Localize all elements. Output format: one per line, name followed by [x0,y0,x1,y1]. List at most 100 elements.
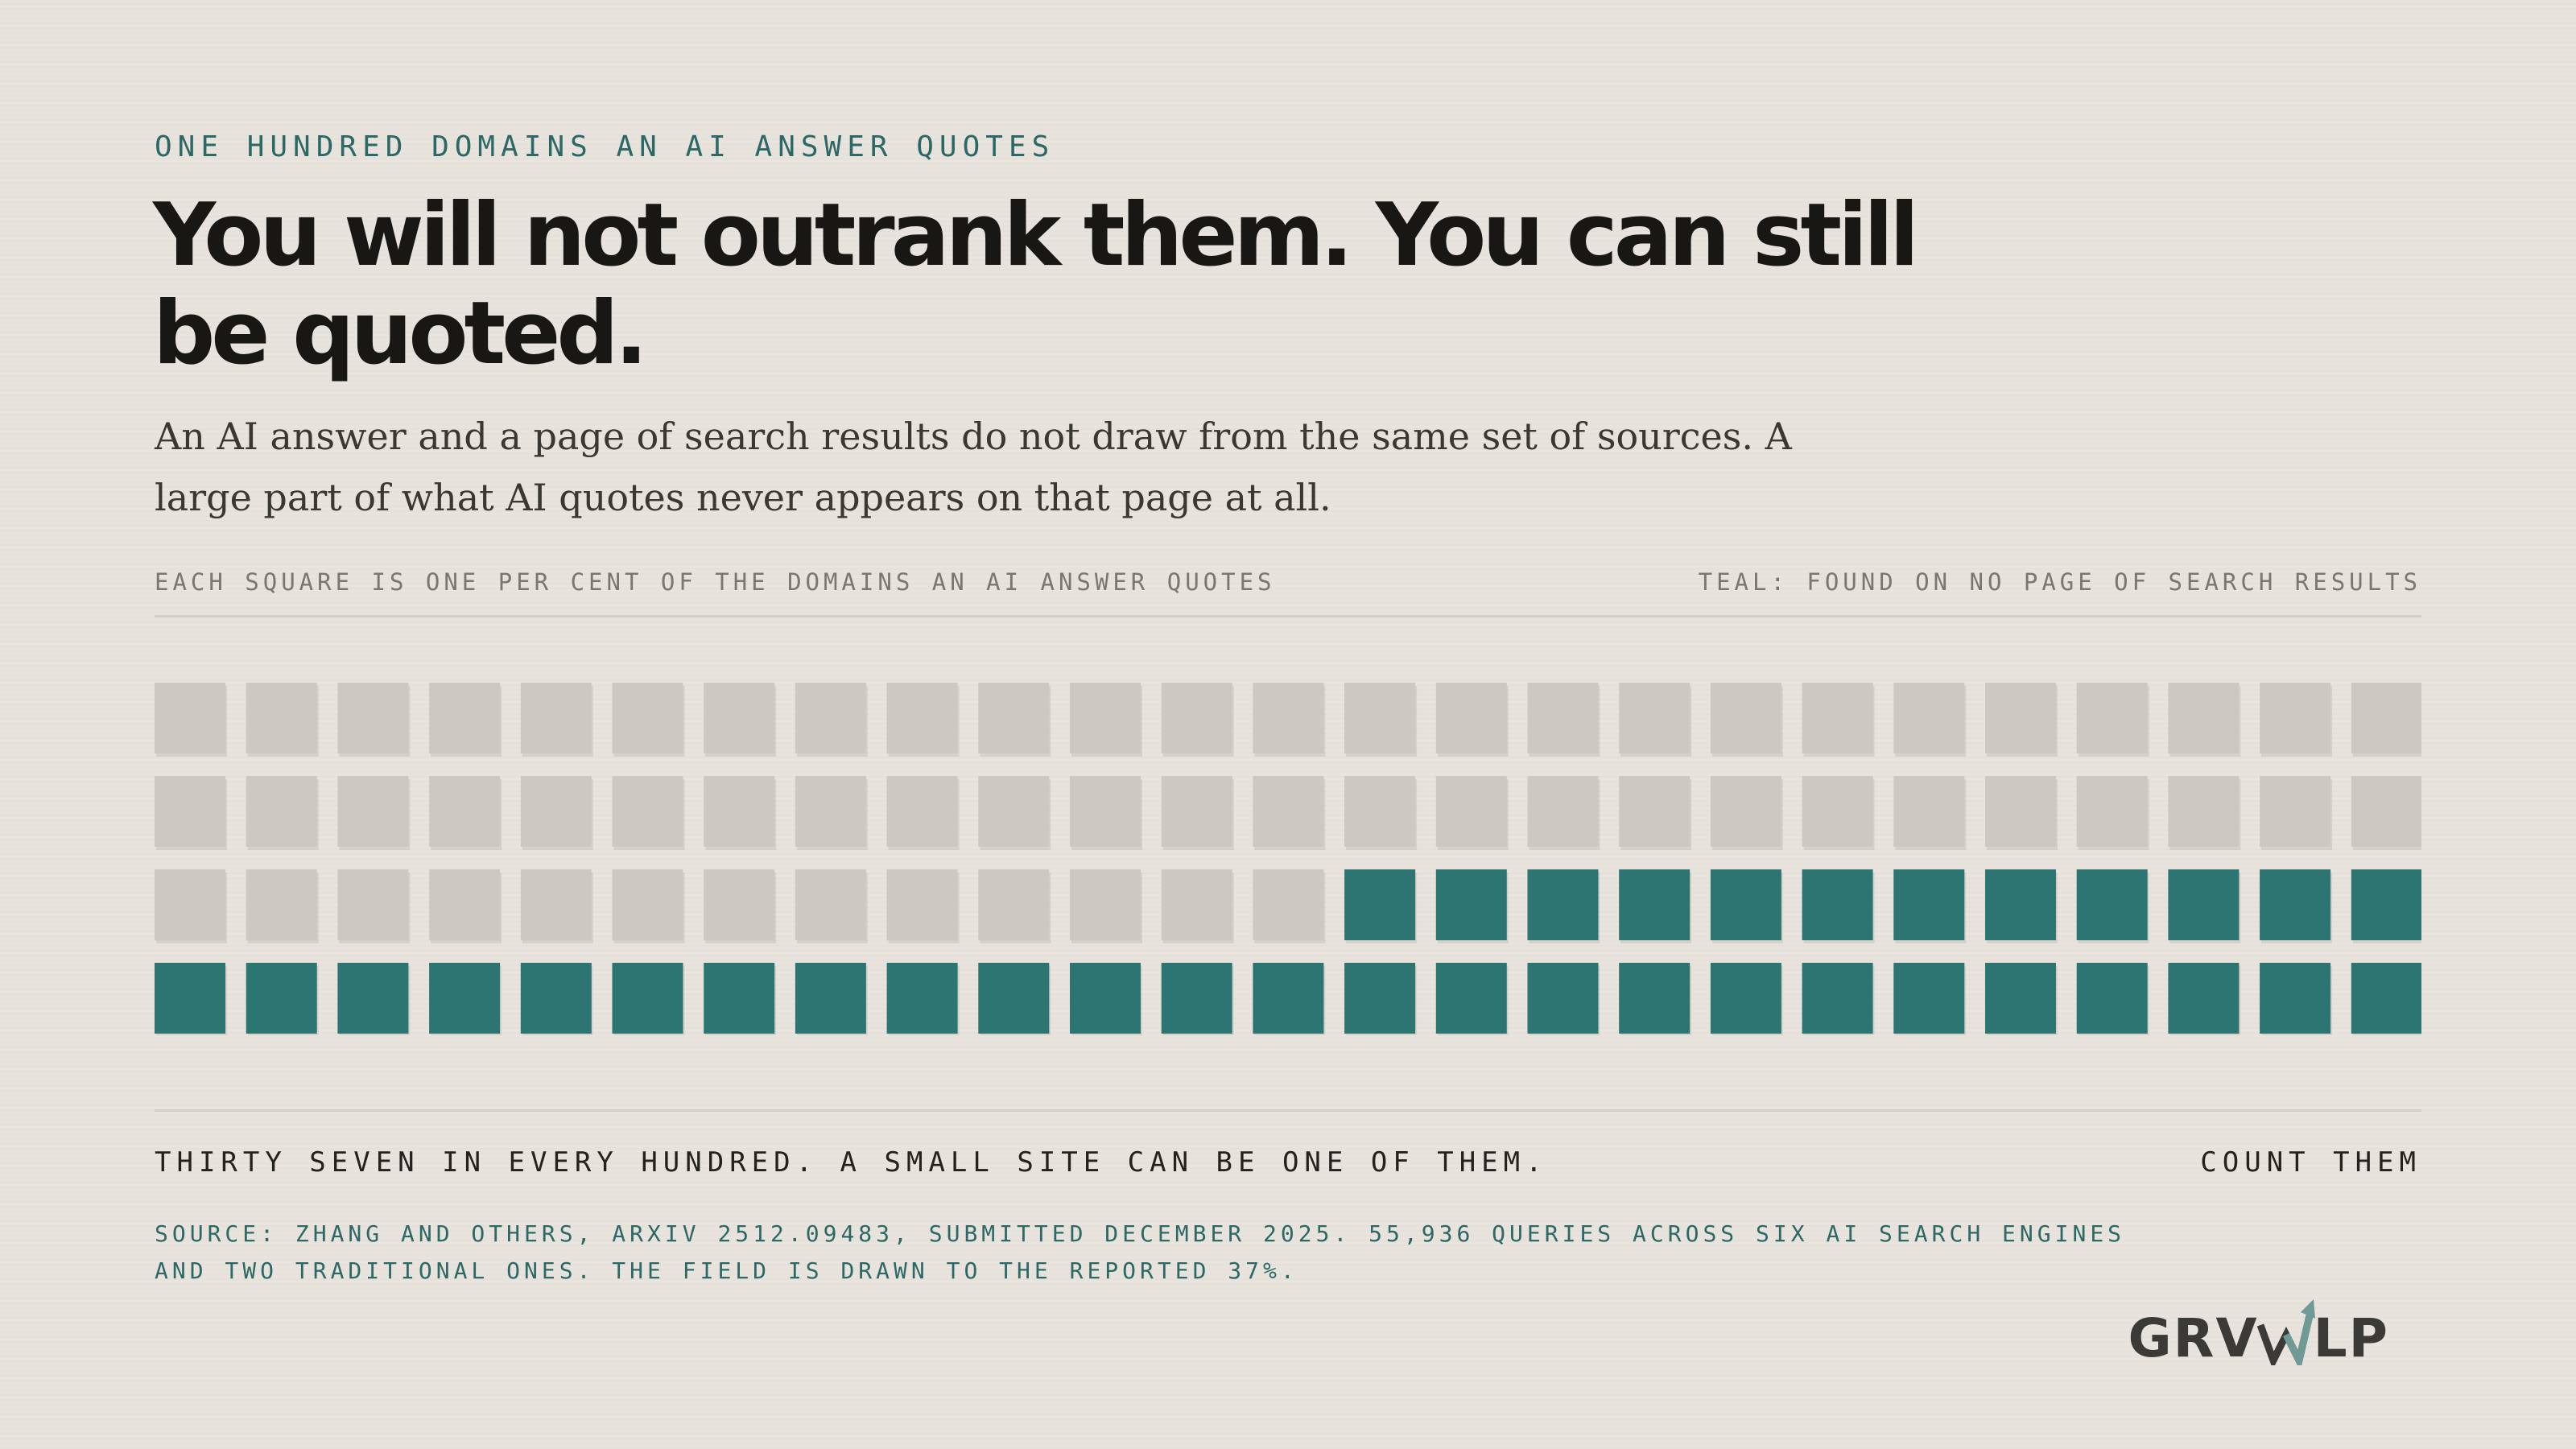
waffle-square-highlighted [1619,963,1690,1034]
waffle-square [612,776,683,847]
waffle-square [429,683,501,753]
waffle-square-highlighted [2260,869,2331,940]
waffle-square [1985,776,2056,847]
waffle-square [1435,683,1507,753]
waffle-square-highlighted [1619,869,1690,940]
waffle-square [1527,776,1599,847]
legend-unit-note: EACH SQUARE IS ONE PER CENT OF THE DOMAI… [155,568,1276,596]
waffle-square [1619,683,1690,753]
waffle-square [886,683,958,753]
waffle-square [1893,776,1965,847]
waffle-square-highlighted [886,963,958,1034]
waffle-square [1435,776,1507,847]
waffle-square-highlighted [2076,869,2148,940]
waffle-square [704,683,775,753]
waffle-square [795,869,866,940]
waffle-square [155,869,225,940]
waffle-square [2260,683,2331,753]
waffle-square [978,776,1050,847]
waffle-square [2076,683,2148,753]
waffle-square-highlighted [1802,963,1873,1034]
waffle-square-highlighted [2076,963,2148,1034]
waffle-square [520,776,592,847]
waffle-square-highlighted [1344,963,1416,1034]
waffle-square [704,776,775,847]
divider-top [155,615,2421,617]
waffle-square-highlighted [2351,869,2421,940]
waffle-square [1710,683,1781,753]
waffle-square [1253,683,1324,753]
waffle-square-highlighted [1435,963,1507,1034]
waffle-square [337,776,409,847]
waffle-square-highlighted [2260,963,2331,1034]
waffle-square [337,869,409,940]
waffle-square [1070,869,1141,940]
waffle-square [520,683,592,753]
waffle-square [612,869,683,940]
waffle-square [1802,683,1873,753]
waffle-square [246,776,317,847]
waffle-chart [155,683,2421,1035]
divider-bottom [155,1109,2421,1112]
waffle-square [2351,776,2421,847]
waffle-square [1253,776,1324,847]
waffle-square [246,869,317,940]
waffle-square [1802,776,1873,847]
waffle-square-highlighted [1344,869,1416,940]
waffle-square [1344,776,1416,847]
waffle-square [795,776,866,847]
waffle-square [1710,776,1781,847]
waffle-square-highlighted [1161,963,1232,1034]
legend-color-key: TEAL: FOUND ON NO PAGE OF SEARCH RESULTS [1698,568,2421,596]
waffle-square [1161,683,1232,753]
count-them-label: COUNT THEM [2200,1146,2421,1179]
waffle-square [1527,683,1599,753]
waffle-square-highlighted [1985,963,2056,1034]
waffle-square [1344,683,1416,753]
waffle-square [246,683,317,753]
logo-text-left: GRV [2128,1307,2259,1369]
waffle-square-highlighted [704,963,775,1034]
logo-text-right: LP [2313,1307,2389,1369]
waffle-square [704,869,775,940]
waffle-square-highlighted [2168,963,2240,1034]
waffle-square [886,776,958,847]
waffle-square-highlighted [1893,869,1965,940]
waffle-square-highlighted [1710,963,1781,1034]
waffle-square-highlighted [1070,963,1141,1034]
waffle-square-highlighted [429,963,501,1034]
waffle-square [429,776,501,847]
waffle-square [1161,776,1232,847]
waffle-square [520,869,592,940]
waffle-square-highlighted [1253,963,1324,1034]
waffle-square [429,869,501,940]
page-title: You will not outrank them. You can still… [153,185,1919,384]
page-subtitle: An AI answer and a page of search result… [155,415,1792,519]
waffle-square [1619,776,1690,847]
waffle-square [978,869,1050,940]
waffle-square-highlighted [612,963,683,1034]
waffle-square [155,683,225,753]
waffle-square-highlighted [978,963,1050,1034]
waffle-square [1070,776,1141,847]
waffle-square [978,683,1050,753]
rising-arrow-icon [2256,1299,2315,1365]
waffle-square [1893,683,1965,753]
waffle-square [2168,683,2240,753]
source-note: SOURCE: ZHANG AND OTHERS, ARXIV 2512.094… [155,1220,2126,1284]
waffle-square [1070,683,1141,753]
waffle-square-highlighted [1527,963,1599,1034]
waffle-square-highlighted [155,963,225,1034]
waffle-square [337,683,409,753]
waffle-square [1253,869,1324,940]
waffle-square-highlighted [520,963,592,1034]
waffle-square [2168,776,2240,847]
waffle-square [1161,869,1232,940]
eyebrow: ONE HUNDRED DOMAINS AN AI ANSWER QUOTES [155,130,1055,163]
waffle-square [2076,776,2148,847]
waffle-square [2351,683,2421,753]
waffle-square-highlighted [1435,869,1507,940]
waffle-square-highlighted [2351,963,2421,1034]
waffle-square [1985,683,2056,753]
waffle-square [612,683,683,753]
